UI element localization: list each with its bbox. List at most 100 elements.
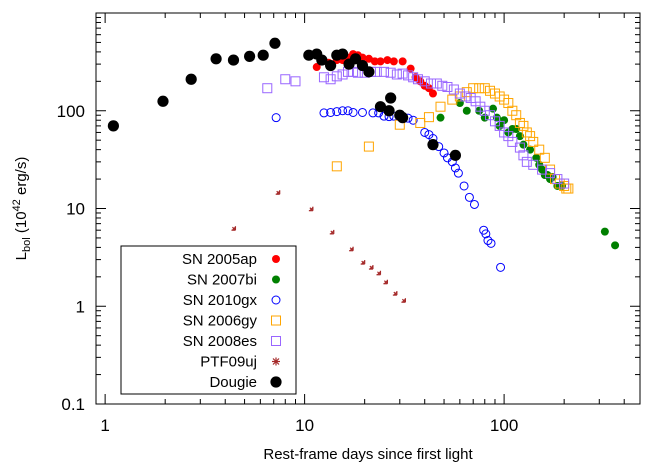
legend-label: SN 2005ap xyxy=(182,251,257,268)
data-point xyxy=(364,54,373,63)
y-axis-label-part: 42 xyxy=(11,199,23,211)
series-sn-2005ap xyxy=(312,50,437,98)
data-point xyxy=(462,106,471,115)
y-tick-label: 10 xyxy=(66,200,85,219)
data-point xyxy=(521,127,532,138)
x-tick-label: 1 xyxy=(100,416,109,435)
data-point xyxy=(611,241,620,250)
data-point xyxy=(431,78,442,89)
data-point xyxy=(348,107,358,117)
series-sn-2010gx xyxy=(271,106,506,272)
data-point xyxy=(280,74,291,85)
data-point xyxy=(244,50,256,62)
data-point xyxy=(528,136,539,147)
series-dougie xyxy=(107,37,461,161)
data-point xyxy=(428,89,437,98)
data-point xyxy=(326,107,336,117)
legend-label: Dougie xyxy=(209,374,257,391)
legend-marker xyxy=(271,315,281,326)
data-point xyxy=(312,63,321,72)
data-point xyxy=(329,229,335,235)
data-point xyxy=(262,83,273,94)
data-point xyxy=(316,54,328,66)
data-point xyxy=(383,56,392,65)
data-point xyxy=(331,71,342,82)
legend-label: SN 2008es xyxy=(183,333,257,350)
data-point xyxy=(600,227,609,236)
series-ptf09uj xyxy=(231,190,406,303)
data-point xyxy=(331,161,342,172)
data-point xyxy=(397,68,408,79)
data-point xyxy=(368,265,374,270)
data-point xyxy=(185,73,197,85)
data-point xyxy=(436,113,445,122)
data-point xyxy=(539,152,550,163)
data-point xyxy=(537,164,548,175)
legend-label: PTF09uj xyxy=(200,354,257,371)
data-point xyxy=(534,144,545,155)
data-point xyxy=(425,78,436,89)
data-point xyxy=(423,112,434,123)
data-point xyxy=(392,291,398,296)
data-point xyxy=(389,57,398,66)
data-point xyxy=(519,140,528,149)
data-point xyxy=(454,88,465,99)
data-point xyxy=(349,53,362,65)
data-point xyxy=(337,69,348,80)
data-point xyxy=(474,83,485,94)
data-points-layer xyxy=(107,37,620,303)
data-point xyxy=(514,142,525,153)
data-point xyxy=(398,57,407,66)
data-point xyxy=(336,48,349,60)
data-point xyxy=(469,199,479,209)
y-tick-label: 0.1 xyxy=(61,395,85,414)
legend-marker xyxy=(271,336,281,346)
data-point xyxy=(481,229,491,239)
data-point xyxy=(489,104,498,113)
data-point xyxy=(464,192,474,202)
data-point xyxy=(397,112,409,124)
axes: 1 10 100 0.1 1 10 100 xyxy=(57,12,641,435)
data-point xyxy=(500,116,509,125)
data-point xyxy=(374,101,387,113)
data-point xyxy=(271,113,281,123)
y-axis-label-part: (10 xyxy=(13,211,30,237)
data-point xyxy=(363,66,375,78)
y-tick-label: 100 xyxy=(57,102,85,121)
data-point xyxy=(308,206,314,212)
legend-marker xyxy=(272,275,280,284)
data-point xyxy=(507,136,518,147)
legend-marker xyxy=(271,295,281,305)
data-point xyxy=(231,226,237,231)
data-point xyxy=(290,76,301,87)
data-point xyxy=(437,80,448,91)
data-point xyxy=(439,148,449,158)
data-point xyxy=(468,83,479,94)
legend-label: SN 2007bi xyxy=(187,272,257,289)
data-point xyxy=(357,107,367,117)
data-point xyxy=(435,101,446,112)
legend-marker xyxy=(270,376,282,388)
data-point xyxy=(518,120,529,131)
data-point xyxy=(318,72,329,83)
data-point xyxy=(385,67,396,78)
data-point xyxy=(447,94,458,105)
data-point xyxy=(521,156,532,167)
data-point xyxy=(518,150,529,161)
data-point xyxy=(107,120,119,132)
legend-marker xyxy=(272,357,280,366)
data-point xyxy=(479,83,490,94)
data-point xyxy=(376,270,382,276)
data-point xyxy=(525,131,536,142)
data-point xyxy=(450,163,460,173)
data-point xyxy=(227,54,240,66)
data-point xyxy=(338,106,348,116)
data-point xyxy=(257,49,269,61)
data-point xyxy=(360,260,366,265)
data-point xyxy=(385,92,397,104)
data-point xyxy=(343,106,353,116)
y-axis-label-part: erg/s) xyxy=(13,157,30,200)
x-tick-label: 100 xyxy=(490,416,518,435)
data-point xyxy=(442,81,453,92)
